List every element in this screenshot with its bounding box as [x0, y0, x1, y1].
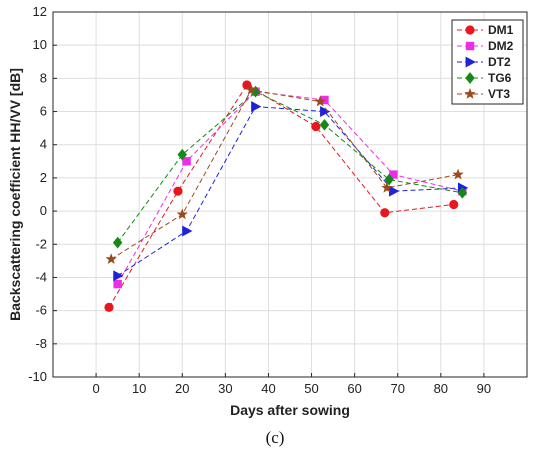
series-line-TG6 [117, 91, 463, 243]
series-DM2 [113, 87, 467, 289]
data-point-DM2 [113, 279, 122, 289]
legend-item-VT3: VT3 [457, 87, 510, 101]
series-VT3 [105, 84, 464, 265]
data-point-VT3 [314, 95, 326, 107]
legend-marker-DT2 [465, 56, 476, 68]
data-point-TG6 [112, 236, 123, 249]
legend-marker-TG6 [465, 72, 475, 84]
x-tick-label: 50 [304, 381, 318, 396]
legend-label: VT3 [488, 87, 510, 101]
figure-caption: (c) [265, 428, 285, 447]
y-tick-label: -6 [35, 303, 47, 318]
y-tick-label: -4 [35, 269, 47, 284]
data-point-DM1 [104, 302, 114, 312]
data-point-VT3 [176, 208, 188, 220]
legend-item-DM1: DM1 [457, 23, 514, 37]
series-line-DT2 [117, 106, 463, 277]
y-tick-label: 6 [40, 104, 47, 119]
data-point-TG6 [457, 187, 468, 199]
data-point-TG6 [319, 118, 330, 131]
series-DM1 [104, 80, 459, 312]
y-tick-label: -8 [35, 336, 47, 351]
tick-labels: 0 10 20 30 40 50 60 70 80 90 -10 -8 -6 -4 -2 0 2 4 6 8 10 12 [28, 4, 491, 396]
x-tick-label: 70 [390, 381, 404, 396]
y-tick-label: 4 [40, 137, 47, 152]
legend-label: DT2 [488, 55, 511, 69]
data-point-DT2 [113, 270, 124, 282]
x-tick-label: 30 [218, 381, 232, 396]
x-tick-label: 20 [175, 381, 189, 396]
series-layer [104, 80, 469, 312]
y-axis-label: Backscattering coefficient HH/VV [dB] [7, 68, 23, 321]
plot-frame [52, 11, 528, 378]
data-point-DM2 [182, 157, 191, 166]
legend-item-DM2: DM2 [457, 39, 514, 53]
legend-item-TG6: TG6 [457, 71, 512, 85]
data-point-VT3 [245, 84, 257, 95]
y-tick-label: -2 [35, 236, 47, 251]
data-point-DM1 [380, 208, 390, 218]
x-tick-label: 90 [477, 381, 491, 396]
legend-box [451, 19, 524, 105]
axes [52, 11, 528, 378]
series-line-DM1 [108, 84, 454, 308]
x-tick-label: 0 [92, 381, 99, 396]
y-tick-label: 2 [40, 170, 47, 185]
x-axis-label: Days after sowing [230, 402, 350, 418]
data-point-VT3 [105, 253, 117, 265]
series-TG6 [112, 85, 468, 249]
y-tick-label: 0 [40, 203, 47, 218]
y-tick-label: 10 [33, 37, 47, 52]
legend-marker-VT3 [464, 88, 476, 99]
y-tick-label: -10 [28, 369, 47, 384]
x-tick-label: 40 [261, 381, 275, 396]
series-DT2 [113, 101, 469, 282]
legend-marker-DM1 [465, 25, 475, 35]
legend: DM1 DM2 DT2 TG6 VT3 [451, 19, 524, 105]
x-tick-label: 80 [434, 381, 448, 396]
legend-label: DM2 [488, 39, 514, 53]
data-point-DT2 [389, 185, 400, 197]
data-point-DT2 [251, 101, 262, 113]
y-tick-label: 12 [33, 4, 47, 19]
data-point-VT3 [452, 168, 464, 180]
legend-label: DM1 [488, 23, 514, 37]
series-line-VT3 [110, 89, 459, 260]
legend-item-DT2: DT2 [457, 55, 511, 69]
y-tick-label: 8 [40, 70, 47, 85]
data-point-DT2 [182, 225, 193, 237]
data-point-TG6 [177, 148, 187, 161]
x-tick-label: 10 [132, 381, 146, 396]
data-point-DM1 [173, 186, 183, 196]
data-point-DT2 [320, 106, 331, 118]
series-line-DM2 [117, 91, 463, 285]
x-tick-label: 60 [347, 381, 361, 396]
data-point-VT3 [381, 181, 393, 193]
legend-label: TG6 [488, 71, 512, 85]
data-point-DM1 [449, 199, 459, 210]
legend-marker-DM2 [465, 41, 475, 51]
data-point-DM1 [311, 121, 321, 132]
